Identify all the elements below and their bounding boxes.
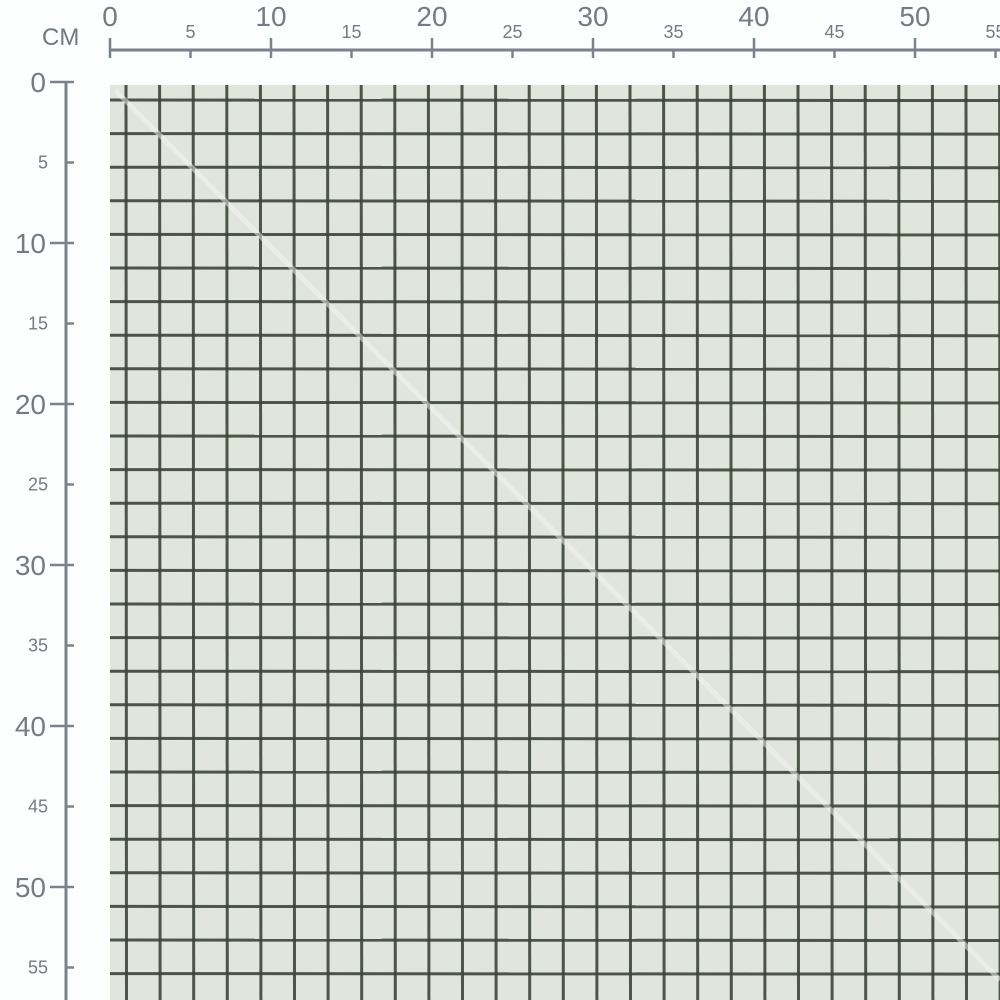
- fabric-swatch: [109, 84, 1000, 1000]
- grid-line-horizontal: [109, 165, 1000, 170]
- grid-line-vertical: [158, 84, 162, 1000]
- grid-line-horizontal: [109, 602, 1000, 606]
- top-ruler-label: 25: [502, 22, 522, 42]
- grid-line-horizontal: [109, 938, 1000, 942]
- grid-line-horizontal: [109, 434, 1000, 438]
- grid-line-vertical: [796, 84, 800, 1000]
- grid-line-vertical: [762, 84, 767, 1000]
- top-ruler: 0 5 10 15 20 25 30 35 40 45 50 55: [102, 1, 1000, 58]
- grid-line-vertical: [863, 84, 868, 1000]
- grid-line-vertical: [695, 84, 700, 1000]
- grid-line-vertical: [393, 84, 397, 1000]
- top-ruler-label: 50: [899, 1, 930, 32]
- fold-highlight: [113, 88, 1000, 982]
- left-ruler-label: 20: [15, 389, 46, 420]
- grid-line-horizontal: [109, 132, 1000, 136]
- grid-line-vertical: [527, 84, 532, 1000]
- grid-line-horizontal: [109, 770, 1000, 774]
- left-ruler-label: 5: [38, 153, 48, 173]
- grid-line-horizontal: [109, 804, 1000, 808]
- grid-line-vertical: [359, 84, 364, 1000]
- grid-line-vertical: [258, 84, 263, 1000]
- grid-line-horizontal: [109, 501, 1000, 506]
- grid-line-vertical: [729, 84, 733, 1000]
- grid-line-horizontal: [109, 703, 1000, 707]
- grid-line-vertical: [292, 84, 296, 1000]
- grid-line-vertical: [628, 84, 632, 1000]
- top-ruler-label: 40: [738, 1, 769, 32]
- top-ruler-label: 45: [824, 22, 844, 42]
- grid-line-horizontal: [109, 871, 1000, 875]
- left-ruler-label: 40: [15, 711, 46, 742]
- top-ruler-label: 0: [102, 1, 118, 32]
- left-ruler-label: 55: [28, 958, 48, 978]
- left-ruler-label: 15: [28, 314, 48, 334]
- left-ruler-label: 50: [15, 872, 46, 903]
- left-ruler-label: 30: [15, 550, 46, 581]
- grid-line-vertical: [225, 84, 229, 1000]
- grid-line-vertical: [897, 84, 901, 1000]
- grid-line-vertical: [594, 84, 599, 1000]
- grid-line-horizontal: [109, 669, 1000, 674]
- left-ruler-label: 0: [30, 67, 46, 98]
- grid-line-horizontal: [109, 568, 1000, 573]
- top-ruler-label: 30: [577, 1, 608, 32]
- grid-line-vertical: [326, 84, 330, 1000]
- top-ruler-label: 35: [663, 22, 683, 42]
- grid-line-horizontal: [109, 636, 1000, 640]
- grid-line-vertical: [964, 84, 968, 1000]
- grid-line-horizontal: [109, 232, 1000, 237]
- grid-line-horizontal: [109, 837, 1000, 842]
- grid-line-horizontal: [109, 736, 1000, 741]
- grid-line-horizontal: [109, 98, 1000, 102]
- grid-line-horizontal: [109, 972, 1000, 976]
- top-ruler-label: 55: [985, 22, 1000, 42]
- left-ruler-label: 45: [28, 797, 48, 817]
- left-ruler-label: 10: [15, 228, 46, 259]
- top-ruler-label: 20: [416, 1, 447, 32]
- grid-line-horizontal: [109, 904, 1000, 909]
- ruler-unit-label: CM: [42, 24, 80, 51]
- grid-line-horizontal: [109, 199, 1000, 203]
- top-ruler-label: 15: [341, 22, 361, 42]
- top-ruler-label: 5: [185, 22, 195, 42]
- grid-line-vertical: [662, 84, 666, 1000]
- grid-line-vertical: [460, 84, 464, 1000]
- left-ruler: 0 5 10 15 20 25 30 35 40 45 50 55: [15, 67, 74, 1000]
- grid-line-vertical: [494, 84, 498, 1000]
- grid-line-horizontal: [109, 367, 1000, 371]
- grid-line-horizontal: [109, 333, 1000, 338]
- grid-line-vertical: [426, 84, 431, 1000]
- grid-line-vertical: [930, 84, 935, 1000]
- grid-line-vertical: [124, 84, 128, 1000]
- grid-line-vertical: [191, 84, 196, 1000]
- grid-line-horizontal: [109, 468, 1000, 472]
- grid-line-horizontal: [109, 266, 1000, 270]
- left-ruler-label: 35: [28, 636, 48, 656]
- grid-line-horizontal: [109, 300, 1000, 304]
- left-ruler-label: 25: [28, 475, 48, 495]
- grid-line-vertical: [830, 84, 834, 1000]
- top-ruler-label: 10: [255, 1, 286, 32]
- grid-line-horizontal: [109, 400, 1000, 405]
- grid-line-horizontal: [109, 535, 1000, 539]
